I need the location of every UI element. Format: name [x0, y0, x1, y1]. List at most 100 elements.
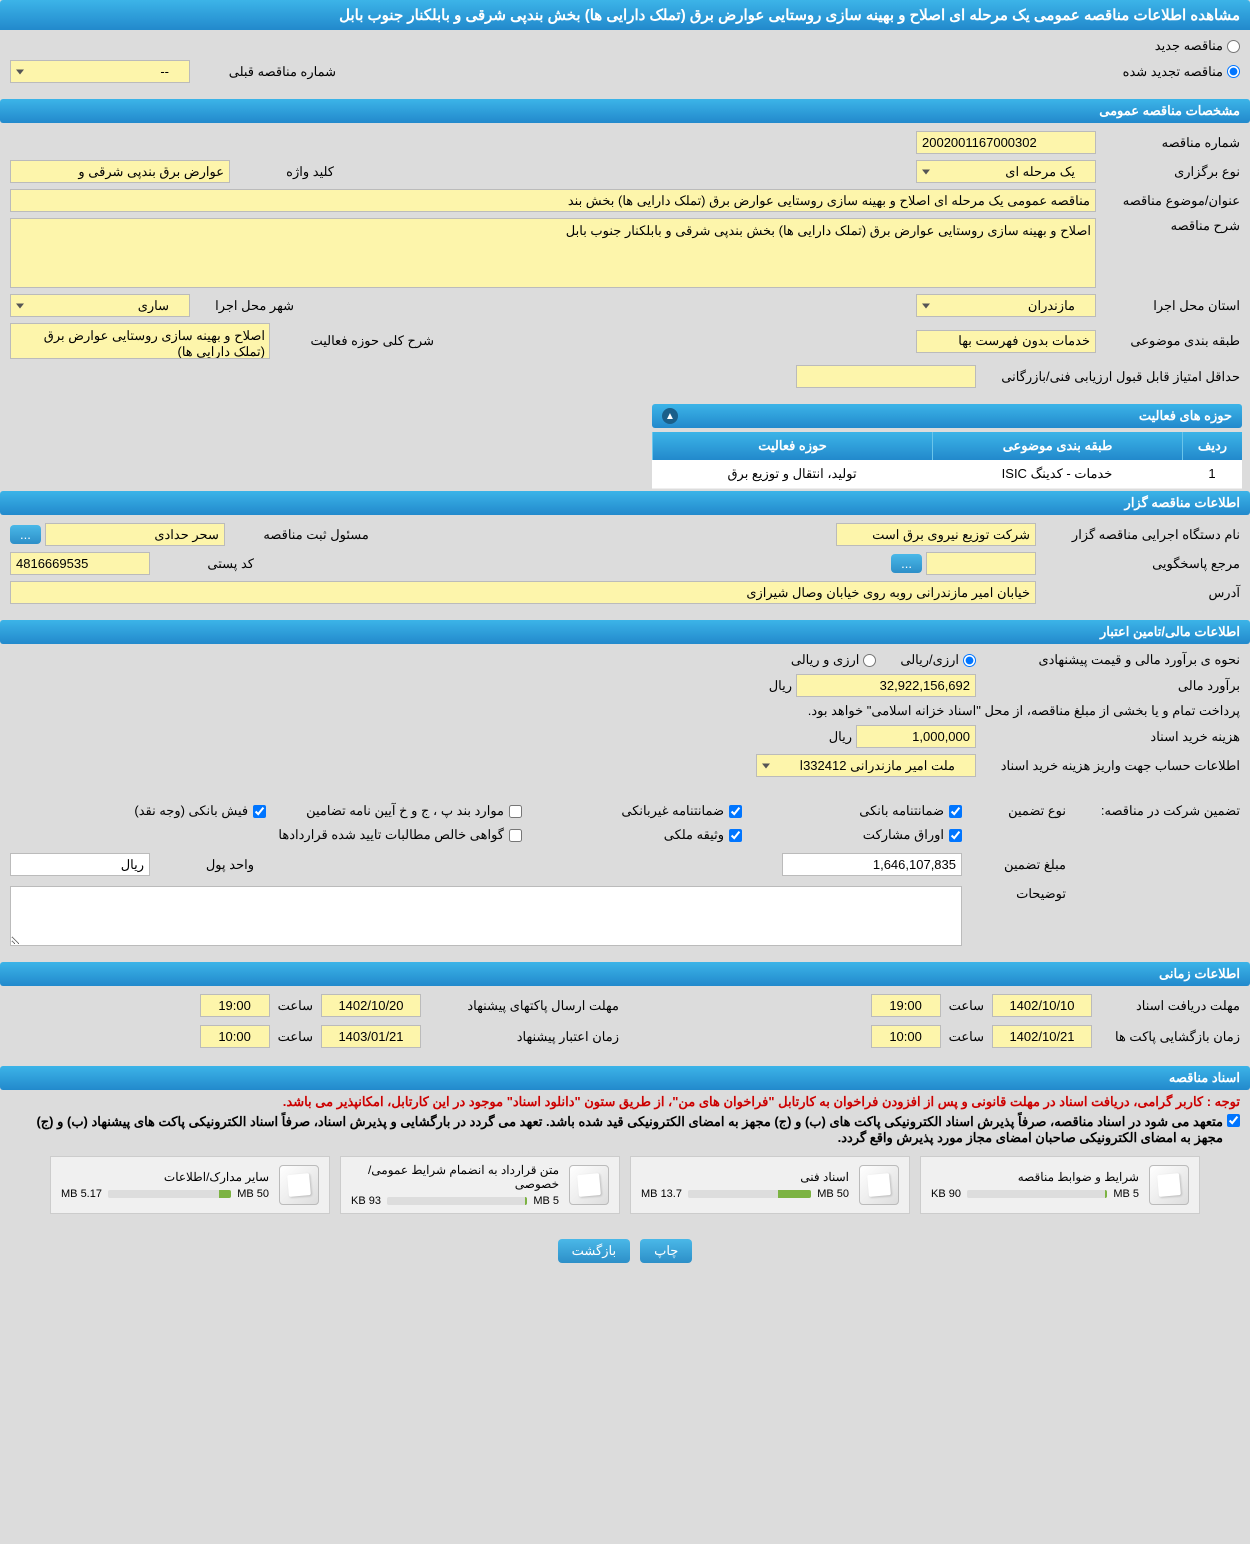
notes-textarea[interactable] — [10, 886, 962, 946]
envelope-send-time[interactable] — [200, 994, 270, 1017]
doc-box[interactable]: اسناد فنی 50 MB 13.7 MB — [630, 1156, 910, 1214]
keyword-input[interactable] — [10, 160, 230, 183]
doc-receive-time[interactable] — [871, 994, 941, 1017]
chk-regulations[interactable]: موارد بند پ ، ج و خ آیین نامه تضامین — [306, 803, 522, 819]
doc-fee-label: هزینه خرید اسناد — [980, 729, 1240, 745]
section-activity-fields: حوزه های فعالیت ▲ — [652, 404, 1242, 428]
doc-title: شرایط و ضوابط مناقصه — [931, 1170, 1139, 1184]
doc-title: متن قرارداد به انضمام شرایط عمومی/خصوصی — [351, 1163, 559, 1191]
city-label: شهر محل اجرا — [194, 298, 294, 314]
progress-fill-0 — [1105, 1190, 1108, 1198]
radio-renewed-input[interactable] — [1227, 65, 1240, 78]
radio-new-tender[interactable]: مناقصه جدید — [1155, 38, 1240, 54]
folder-icon — [1149, 1165, 1189, 1205]
envelope-send-date[interactable] — [321, 994, 421, 1017]
section-organizer: اطلاعات مناقصه گزار — [0, 491, 1250, 515]
response-ref-label: مرجع پاسخگویی — [1040, 556, 1240, 572]
offer-validity-time[interactable] — [200, 1025, 270, 1048]
tender-number-input[interactable] — [916, 131, 1096, 154]
province-select[interactable]: مازندران — [916, 294, 1096, 317]
documents-grid: شرایط و ضوابط مناقصه 5 MB 90 KB اسناد فن… — [0, 1146, 1250, 1224]
registrar-input[interactable] — [45, 523, 225, 546]
city-select[interactable]: ساری — [10, 294, 190, 317]
doc-box[interactable]: سایر مدارک/اطلاعات 50 MB 5.17 MB — [50, 1156, 330, 1214]
folder-icon — [859, 1165, 899, 1205]
doc-box[interactable]: متن قرارداد به انضمام شرایط عمومی/خصوصی … — [340, 1156, 620, 1214]
print-button[interactable]: چاپ — [640, 1239, 692, 1263]
guarantee-title-label: تضمین شرکت در مناقصه: — [1070, 803, 1240, 819]
holding-type-label: نوع برگزاری — [1100, 164, 1240, 180]
chk-bank-guarantee[interactable]: ضمانتنامه بانکی — [782, 803, 962, 819]
account-info-select[interactable]: ملت امیر مازندرانی 332412ا — [756, 754, 976, 777]
currency-unit-input[interactable] — [10, 853, 150, 876]
description-label: شرح مناقصه — [1100, 218, 1240, 234]
time-label-2: ساعت — [278, 998, 313, 1014]
category-input[interactable] — [916, 330, 1096, 353]
activity-scope-label: شرح کلی حوزه فعالیت — [274, 333, 434, 349]
payment-note: پرداخت تمام و یا بخشی از مبلغ مناقصه، از… — [808, 703, 1240, 719]
radio-currency-rial[interactable]: ارزی و ریالی — [791, 652, 877, 668]
province-label: استان محل اجرا — [1100, 298, 1240, 314]
chk-participation[interactable]: اوراق مشارکت — [782, 827, 962, 843]
offer-validity-date[interactable] — [321, 1025, 421, 1048]
radio-rial-only[interactable]: ارزی/ریالی — [900, 652, 976, 668]
folder-icon — [279, 1165, 319, 1205]
registrar-label: مسئول ثبت مناقصه — [229, 527, 369, 543]
collapse-icon[interactable]: ▲ — [662, 408, 678, 424]
chk-nonbank-guarantee[interactable]: ضمانتنامه غیربانکی — [562, 803, 742, 819]
estimate-label: برآورد مالی — [980, 678, 1240, 694]
radio-new-input[interactable] — [1227, 40, 1240, 53]
chk-bank-receipt[interactable]: فیش بانکی (وجه نقد) — [86, 803, 266, 819]
notice-red: توجه : کاربر گرامی، دریافت اسناد در مهلت… — [0, 1090, 1250, 1114]
radio-renewed-tender[interactable]: مناقصه تجدید شده — [1123, 64, 1240, 80]
min-score-input[interactable] — [796, 365, 976, 388]
estimate-method-label: نحوه ی برآورد مالی و قیمت پیشنهادی — [980, 652, 1240, 668]
activity-table-header: ردیف طبقه بندی موضوعی حوزه فعالیت — [652, 432, 1242, 460]
subject-label: عنوان/موضوع مناقصه — [1100, 193, 1240, 209]
address-input[interactable] — [10, 581, 1036, 604]
table-row: 1 خدمات - کدینگ ISIC تولید، انتقال و توز… — [652, 460, 1242, 489]
envelope-open-date[interactable] — [992, 1025, 1092, 1048]
currency-unit-label: واحد پول — [154, 857, 254, 873]
registrar-more-button[interactable]: ... — [10, 525, 41, 544]
chk-certificate[interactable]: گواهی خالص مطالبات تایید شده قراردادها — [222, 827, 522, 843]
keyword-label: کلید واژه — [234, 164, 334, 180]
response-ref-more-button[interactable]: ... — [891, 554, 922, 573]
activity-scope-textarea[interactable] — [10, 323, 270, 359]
progress-fill-2 — [525, 1197, 528, 1205]
holding-type-select[interactable]: یک مرحله ای — [916, 160, 1096, 183]
guarantee-type-label: نوع تضمین — [966, 803, 1066, 819]
doc-receive-label: مهلت دریافت اسناد — [1100, 998, 1240, 1014]
folder-icon — [569, 1165, 609, 1205]
unit-rial: ریال — [769, 678, 792, 694]
commitment-checkbox[interactable] — [1227, 1114, 1240, 1127]
section-documents: اسناد مناقصه — [0, 1066, 1250, 1090]
postal-code-input[interactable] — [10, 552, 150, 575]
time-label-3: ساعت — [949, 1029, 984, 1045]
prev-tender-number-select[interactable]: -- — [10, 60, 190, 83]
doc-receive-date[interactable] — [992, 994, 1092, 1017]
response-ref-input[interactable] — [926, 552, 1036, 575]
envelope-send-label: مهلت ارسال پاکتهای پیشنهاد — [429, 998, 619, 1014]
guarantee-amount-label: مبلغ تضمین — [966, 857, 1066, 873]
section-timing: اطلاعات زمانی — [0, 962, 1250, 986]
back-button[interactable]: بازگشت — [558, 1239, 630, 1263]
guarantee-amount-input[interactable] — [782, 853, 962, 876]
doc-title: اسناد فنی — [641, 1170, 849, 1184]
org-name-input[interactable] — [836, 523, 1036, 546]
account-info-label: اطلاعات حساب جهت واریز هزینه خرید اسناد — [980, 758, 1240, 774]
doc-box[interactable]: شرایط و ضوابط مناقصه 5 MB 90 KB — [920, 1156, 1200, 1214]
subject-input[interactable] — [10, 189, 1096, 212]
description-textarea[interactable] — [10, 218, 1096, 288]
chk-property[interactable]: وثیقه ملکی — [562, 827, 742, 843]
org-name-label: نام دستگاه اجرایی مناقصه گزار — [1040, 527, 1240, 543]
postal-code-label: کد پستی — [154, 556, 254, 572]
radio-new-label: مناقصه جدید — [1155, 38, 1223, 54]
envelope-open-time[interactable] — [871, 1025, 941, 1048]
category-label: طبقه بندی موضوعی — [1100, 333, 1240, 349]
doc-fee-input[interactable] — [856, 725, 976, 748]
estimate-input[interactable] — [796, 674, 976, 697]
progress-fill-3 — [219, 1190, 231, 1198]
tender-number-label: شماره مناقصه — [1100, 135, 1240, 151]
time-label-1: ساعت — [949, 998, 984, 1014]
